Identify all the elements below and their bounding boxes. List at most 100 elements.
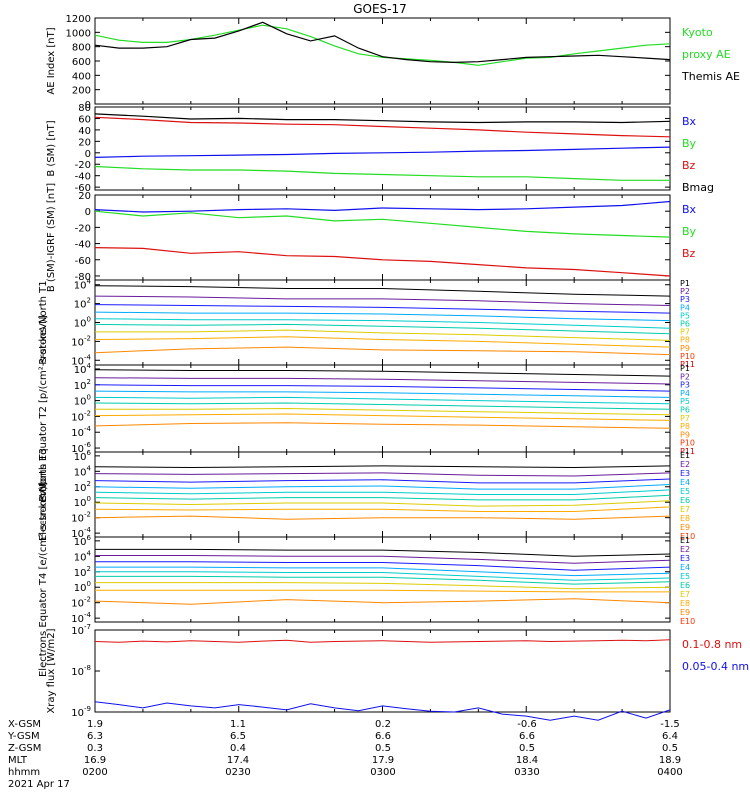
legend-item: P4 xyxy=(680,303,690,312)
y-tick-label: 10-4 xyxy=(71,526,91,540)
y-axis-label: B (SM)-IGRF (SM) [nT] xyxy=(46,183,57,292)
series-line-p5 xyxy=(94,396,671,405)
y-tick-label: 10-9 xyxy=(71,705,91,719)
legend-item: By xyxy=(682,225,697,238)
legend-item: E4 xyxy=(680,478,690,487)
legend-item: E10 xyxy=(680,532,695,541)
series-line-e1 xyxy=(95,548,671,557)
series-line-p2 xyxy=(94,377,671,385)
series-line-e5 xyxy=(94,489,671,495)
footer-value: 0200 xyxy=(82,767,107,778)
series-line-p9 xyxy=(94,346,671,356)
legend-item: P11 xyxy=(680,447,695,456)
y-axis-label: Xray flux [W/m2] xyxy=(46,628,57,713)
footer-value: 0.4 xyxy=(230,743,246,754)
footer-row-label: Z-GSM xyxy=(8,743,41,754)
legend-item: Kyoto xyxy=(682,26,713,39)
series-line-p4 xyxy=(94,311,671,322)
y-tick-label: 10-2 xyxy=(71,511,91,525)
panel-bigrf: -80 -60 -40 -20 0 20 B (SM)-IGRF (SM) [nT] Bx By… xyxy=(46,183,697,292)
y-tick-label: 102 xyxy=(74,565,91,579)
legend-item: P6 xyxy=(680,406,690,415)
legend-item: P5 xyxy=(680,311,690,320)
series-line-p6 xyxy=(94,402,671,410)
y-tick-label: -40 xyxy=(75,172,91,183)
footer-value: 0.5 xyxy=(662,743,678,754)
y-tick-label: 10-2 xyxy=(71,596,91,610)
y-tick-label: 104 xyxy=(74,278,92,292)
y-axis-label: AE Index [nT] xyxy=(46,27,57,94)
legend-item: P8 xyxy=(680,422,690,431)
series-line-e8 xyxy=(94,506,671,512)
legend-item: 0.05-0.4 nm xyxy=(682,660,749,673)
panel-frame xyxy=(94,17,671,105)
legend-item: P5 xyxy=(680,397,690,406)
y-tick-label: 10-2 xyxy=(71,409,91,423)
series-line-p9 xyxy=(94,422,671,429)
panel-ae: 0 200 400 600 800 1000 1200 AE Index [nT] Kyoto p… xyxy=(46,14,740,111)
y-tick-label: 104 xyxy=(74,464,92,478)
legend-item: E1 xyxy=(680,451,690,460)
series-line-e7 xyxy=(95,582,671,590)
footer-row-label: 2021 Apr 17 xyxy=(8,779,70,790)
y-axis-label: Electrons Equator T4 [e/(cm²-s-sr-keV)] xyxy=(38,482,49,677)
y-tick-label: 100 xyxy=(74,495,91,509)
legend-item: By xyxy=(682,137,697,150)
series-line-p1 xyxy=(94,285,671,297)
series-line-e6 xyxy=(95,575,671,585)
series-line-by xyxy=(94,165,670,181)
y-axis-label: B (SM) [nT] xyxy=(46,120,57,176)
footer-value: 6.6 xyxy=(375,731,391,742)
series-line-e1 xyxy=(94,465,671,469)
y-tick-label: 80 xyxy=(78,103,91,114)
footer-value: 6.5 xyxy=(230,731,246,742)
series-line-p8 xyxy=(94,413,671,421)
legend-item: E3 xyxy=(680,554,690,563)
y-axis-label: Protons Equator T2 [p/(cm²-s-sr-keV)] xyxy=(38,315,49,502)
y-tick-label: 102 xyxy=(74,480,91,494)
legend-item: P9 xyxy=(680,430,690,439)
panel-xray: 10-7 10-8 10-9 Xray flux [W/m2] 0.1-0.8 nm 0.… xyxy=(46,623,749,721)
y-tick-label: 10-2 xyxy=(71,334,91,348)
y-tick-label: 100 xyxy=(74,316,91,330)
panel-frame xyxy=(94,106,671,191)
legend-item: E2 xyxy=(680,460,690,469)
series-line-e2 xyxy=(94,472,671,477)
series-line-p3 xyxy=(94,304,671,314)
footer-value: 1.1 xyxy=(230,719,246,730)
legend-item: 0.1-0.8 nm xyxy=(682,638,742,651)
footer-value: 0230 xyxy=(225,767,250,778)
y-tick-label: 600 xyxy=(72,57,91,68)
legend-item: E6 xyxy=(680,581,690,590)
y-axis-label: Electrons North T3 xyxy=(38,448,49,541)
legend-item: P9 xyxy=(680,344,690,353)
y-tick-label: 106 xyxy=(74,534,92,548)
panel-frame xyxy=(94,629,671,713)
footer-value: -1.5 xyxy=(660,719,680,730)
series-line-by xyxy=(94,210,671,238)
series-line-e8 xyxy=(95,589,670,593)
legend-item: Bmag xyxy=(682,181,714,194)
y-tick-label: -20 xyxy=(75,160,91,171)
series-line-bx xyxy=(94,146,671,158)
legend-item: E2 xyxy=(680,545,690,554)
footer-value: 17.9 xyxy=(372,755,394,766)
legend-item: E3 xyxy=(680,469,690,478)
legend-item: E8 xyxy=(680,514,690,523)
y-tick-label: 0 xyxy=(85,207,91,218)
series-line-e3 xyxy=(95,561,671,571)
footer-value: 1.9 xyxy=(87,719,103,730)
y-tick-label: 0 xyxy=(85,149,91,160)
legend-item: E7 xyxy=(680,590,690,599)
y-tick-label: 10-8 xyxy=(71,664,91,678)
legend-item: E4 xyxy=(680,563,690,572)
series-line-p7 xyxy=(95,329,671,341)
footer-value: 0400 xyxy=(657,767,682,778)
